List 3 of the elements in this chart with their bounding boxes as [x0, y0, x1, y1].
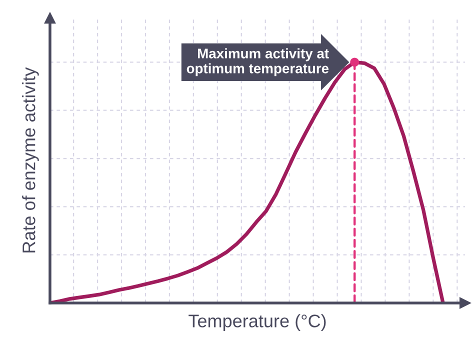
y-axis-title: Rate of enzyme activity — [22, 67, 39, 252]
annotation: Maximum activity at optimum temperature — [186, 48, 329, 76]
x-axis-title: Temperature (°C) — [188, 314, 326, 331]
